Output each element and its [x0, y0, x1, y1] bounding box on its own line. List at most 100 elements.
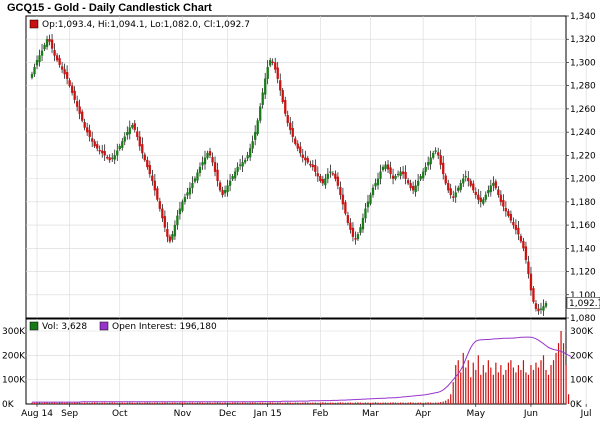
volume-bar: [540, 360, 542, 404]
volume-bar: [397, 402, 399, 404]
volume-bar: [457, 360, 459, 404]
volume-bar: [134, 402, 136, 404]
volume-bar: [339, 402, 341, 404]
candle-body: [40, 50, 44, 56]
volume-left-tick-label: 200K: [2, 351, 26, 361]
candle-body: [467, 177, 470, 182]
candle-body: [487, 190, 490, 194]
candle-body: [68, 80, 71, 86]
volume-bar: [302, 402, 304, 404]
candle-body: [464, 176, 467, 178]
volume-bar: [214, 402, 216, 404]
volume-bar: [525, 372, 527, 404]
x-tick-label: Feb: [312, 409, 328, 419]
candle-body: [256, 120, 259, 135]
volume-bar: [94, 402, 96, 404]
volume-bar: [314, 402, 316, 404]
candle-body: [457, 187, 460, 191]
volume-bar: [347, 402, 349, 404]
volume-bar: [322, 402, 324, 404]
candle-body: [203, 157, 207, 165]
volume-bar: [194, 402, 196, 404]
volume-bar: [191, 402, 194, 404]
candle-body: [243, 159, 247, 163]
price-tick-label: 1,100: [570, 291, 596, 301]
volume-bar: [284, 402, 286, 404]
volume-bar: [410, 402, 412, 404]
candle-body: [514, 224, 518, 230]
candle-body: [96, 144, 99, 149]
volume-bar: [244, 402, 246, 404]
volume-bar: [174, 402, 176, 404]
candle-body: [389, 167, 392, 175]
volume-bar: [126, 402, 128, 404]
price-tick-label: 1,260: [570, 105, 596, 115]
volume-bar: [364, 402, 367, 404]
candle-body: [479, 197, 482, 202]
candle-body: [153, 180, 157, 191]
candle-body: [116, 150, 119, 156]
candle-body: [434, 150, 437, 152]
volume-bar: [292, 402, 294, 404]
candle-body: [394, 176, 397, 179]
candle-body: [176, 215, 179, 226]
candle-body: [364, 208, 367, 219]
price-tick-label: 1,180: [570, 198, 596, 208]
candle-body: [304, 157, 307, 161]
volume-bar: [294, 402, 296, 404]
candle-body: [78, 106, 81, 114]
candle-body: [75, 101, 79, 107]
volume-bar: [427, 402, 429, 404]
volume-bar: [309, 402, 311, 404]
candle-body: [344, 202, 347, 214]
candle-body: [156, 188, 159, 200]
volume-bar: [146, 402, 148, 404]
volume-bar: [440, 402, 442, 404]
candle-body: [334, 173, 337, 179]
open-interest-line: [32, 336, 572, 403]
volume-bar: [362, 402, 364, 404]
volume-bar: [510, 360, 512, 404]
candle-body: [512, 222, 515, 226]
volume-bar: [151, 402, 153, 404]
volume-bar: [342, 402, 344, 404]
volume-bar: [372, 402, 374, 404]
volume-bar: [252, 402, 254, 404]
volume-bar: [555, 352, 557, 404]
volume-bar: [51, 402, 53, 404]
volume-legend: Vol: 3,628 Open Interest: 196,180: [29, 321, 217, 332]
candle-body: [148, 165, 151, 175]
volume-bar: [86, 402, 88, 404]
volume-bar: [527, 374, 530, 404]
candle-body: [131, 125, 134, 128]
volume-bar: [209, 402, 211, 404]
volume-bar: [166, 402, 168, 404]
volume-bar: [485, 372, 487, 404]
volume-bar: [231, 402, 234, 404]
volume-bar: [344, 402, 347, 404]
volume-bar: [237, 402, 239, 404]
oi-right-tick-label: 200K: [570, 351, 594, 361]
volume-bar: [369, 402, 372, 404]
volume-bar: [512, 367, 515, 404]
candle-body: [524, 246, 528, 261]
volume-bar: [104, 402, 106, 404]
volume-bar: [472, 362, 474, 404]
candle-body: [168, 236, 172, 242]
volume-bar: [487, 360, 489, 404]
candle-body: [529, 273, 533, 291]
candle-body: [459, 183, 462, 190]
volume-bar: [176, 402, 179, 404]
volume-bar: [450, 394, 452, 404]
candle-body: [186, 192, 189, 196]
candle-body: [45, 39, 49, 47]
candle-body: [118, 145, 121, 150]
candle-body: [284, 100, 287, 114]
candle-body: [70, 85, 74, 93]
volume-bar: [354, 402, 357, 404]
candle-body: [354, 238, 357, 240]
volume-bar: [287, 402, 289, 404]
candle-body: [356, 234, 360, 240]
volume-bar: [507, 362, 509, 404]
candle-body: [321, 179, 324, 184]
